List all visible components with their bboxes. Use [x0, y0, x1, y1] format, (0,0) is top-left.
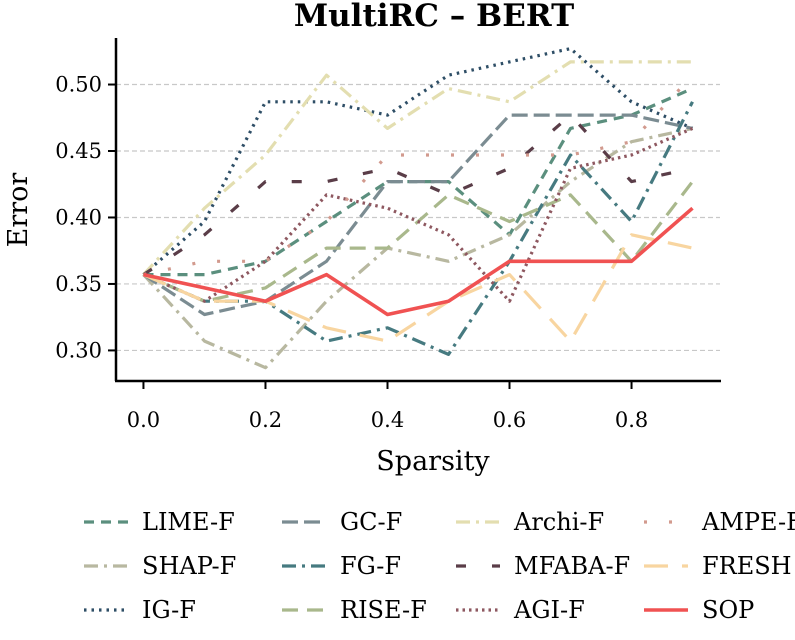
- legend-label: LIME-F: [142, 508, 235, 536]
- x-tick-label: 0.6: [493, 408, 526, 432]
- axes: [114, 38, 721, 383]
- series-line-ampe-f: [143, 74, 694, 277]
- legend-label: MFABA-F: [514, 552, 630, 580]
- legend: LIME-F GC-F Archi-F AMPE-F SHAP-F FG-F MFABA-F…: [84, 508, 795, 624]
- legend-item-sop: SOP: [644, 596, 754, 624]
- legend-label: SHAP-F: [142, 552, 236, 580]
- legend-label: AGI-F: [513, 596, 585, 624]
- series-line-agi-f: [142, 126, 694, 303]
- series-line-lime-f: [143, 87, 694, 277]
- legend-item-shap-f: SHAP-F: [84, 552, 236, 580]
- legend-label: IG-F: [142, 596, 196, 624]
- legend-label: FRESH: [702, 552, 792, 580]
- legend-item-ampe-f: AMPE-F: [644, 508, 795, 536]
- legend-label: FG-F: [340, 552, 401, 580]
- ticks: 0.30 0.35 0.40 0.45 0.50 0.0 0.2 0.4 0.6 0.8: [55, 73, 648, 432]
- y-axis-label: Error: [3, 173, 34, 248]
- series-line-fresh: [142, 233, 693, 343]
- series-line-fg-f: [142, 101, 694, 356]
- legend-item-archi-f: Archi-F: [456, 508, 604, 536]
- legend-label: GC-F: [340, 508, 402, 536]
- legend-item-lime-f: LIME-F: [84, 508, 235, 536]
- x-tick-label: 0.8: [615, 408, 648, 432]
- x-tick-label: 0.2: [249, 408, 282, 432]
- legend-label: AMPE-F: [701, 508, 795, 536]
- legend-item-agi-f: AGI-F: [456, 596, 585, 624]
- plot-area: [142, 46, 694, 370]
- gridlines: [116, 83, 720, 352]
- legend-label: Archi-F: [513, 508, 604, 536]
- y-tick-label: 0.35: [55, 272, 102, 296]
- series-line-mfaba-f: [142, 113, 693, 276]
- series-line-ig-f: [142, 46, 694, 276]
- chart-title: MultiRC – BERT: [294, 0, 574, 34]
- y-tick-label: 0.30: [55, 338, 102, 362]
- series-line-shap-f: [142, 126, 693, 370]
- legend-item-fg-f: FG-F: [282, 552, 401, 580]
- y-tick-label: 0.45: [55, 139, 102, 163]
- series-line-archi-f: [142, 60, 693, 276]
- legend-item-fresh: FRESH: [644, 552, 792, 580]
- series-line-gc-f: [142, 113, 693, 317]
- x-tick-label: 0.4: [371, 408, 404, 432]
- legend-label: RISE-F: [340, 596, 427, 624]
- legend-label: SOP: [702, 596, 754, 624]
- series-line-sop: [143, 206, 694, 317]
- x-axis-label: Sparsity: [376, 446, 490, 477]
- legend-item-gc-f: GC-F: [282, 508, 402, 536]
- legend-item-mfaba-f: MFABA-F: [456, 552, 630, 580]
- x-tick-label: 0.0: [127, 408, 160, 432]
- legend-item-ig-f: IG-F: [84, 596, 196, 624]
- y-tick-label: 0.40: [55, 205, 102, 229]
- legend-item-rise-f: RISE-F: [282, 596, 427, 624]
- y-tick-label: 0.50: [55, 73, 102, 97]
